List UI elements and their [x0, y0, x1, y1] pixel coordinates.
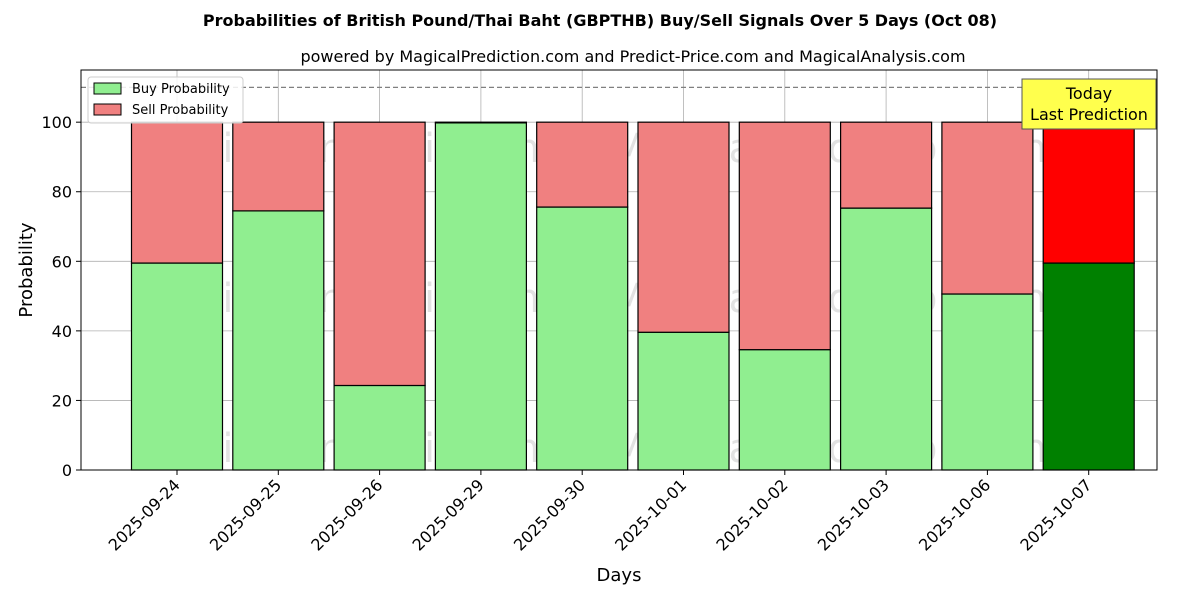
buy-bar	[536, 206, 629, 471]
x-tick-label: 2025-09-25	[206, 475, 285, 554]
buy-bar	[839, 207, 933, 471]
today-annotation: Today Last Prediction	[1021, 78, 1157, 130]
sell-bar	[434, 121, 527, 124]
today-label: Today	[1065, 84, 1112, 103]
legend-box	[87, 76, 244, 124]
x-axis-ticks: 2025-09-24 2025-09-25 2025-09-26 2025-09-29…	[105, 470, 1096, 555]
legend-label-buy: Buy Probability	[132, 82, 230, 97]
sell-bar	[637, 121, 730, 333]
buy-bar	[637, 331, 730, 471]
buy-bar	[738, 349, 831, 471]
buy-bar	[1042, 262, 1135, 471]
sell-bar	[333, 121, 426, 387]
legend-swatch-buy	[93, 82, 122, 95]
buy-bar	[333, 384, 426, 471]
sell-bar	[232, 121, 325, 212]
sell-bar	[738, 121, 831, 351]
x-tick-label: 2025-10-01	[611, 475, 690, 554]
y-axis-ticks: 0 20 40 60 80 100	[41, 113, 81, 480]
x-tick-label: 2025-09-26	[307, 475, 386, 554]
today-box-bg	[1021, 78, 1157, 130]
y-tick-label: 100	[41, 113, 72, 132]
buy-bar	[130, 262, 224, 471]
x-tick-label: 2025-10-02	[712, 475, 791, 554]
x-tick-label: 2025-09-30	[510, 475, 589, 554]
y-tick-label: 0	[62, 461, 72, 480]
last-prediction-label: Last Prediction	[1030, 105, 1148, 124]
y-axis-label: Probability	[16, 222, 37, 317]
legend-label-sell: Sell Probability	[132, 103, 229, 118]
x-tick-label: 2025-09-29	[409, 475, 488, 554]
y-tick-label: 60	[52, 252, 72, 271]
x-tick-label: 2025-10-06	[915, 475, 994, 554]
sell-bar	[941, 121, 1034, 295]
legend-swatch-sell	[93, 103, 122, 116]
chart-title: Probabilities of British Pound/Thai Baht…	[203, 11, 997, 30]
plot-frame	[80, 69, 1158, 471]
sell-bar	[130, 121, 224, 264]
x-axis-label: Days	[597, 565, 642, 586]
legend: Buy Probability Sell Probability	[87, 76, 244, 124]
sell-bar	[536, 121, 629, 208]
y-tick-label: 80	[52, 183, 72, 202]
y-tick-label: 40	[52, 322, 72, 341]
buy-bar	[434, 122, 527, 471]
bars	[130, 121, 1135, 471]
x-tick-label: 2025-09-24	[105, 475, 184, 554]
chart-subtitle: powered by MagicalPrediction.com and Pre…	[300, 47, 965, 66]
buy-bar	[941, 293, 1034, 471]
y-tick-label: 20	[52, 391, 72, 410]
buy-bar	[232, 210, 325, 471]
x-tick-label: 2025-10-03	[814, 475, 893, 554]
sell-bar	[839, 121, 933, 209]
x-tick-label: 2025-10-07	[1016, 475, 1095, 554]
sell-bar	[1042, 121, 1135, 264]
